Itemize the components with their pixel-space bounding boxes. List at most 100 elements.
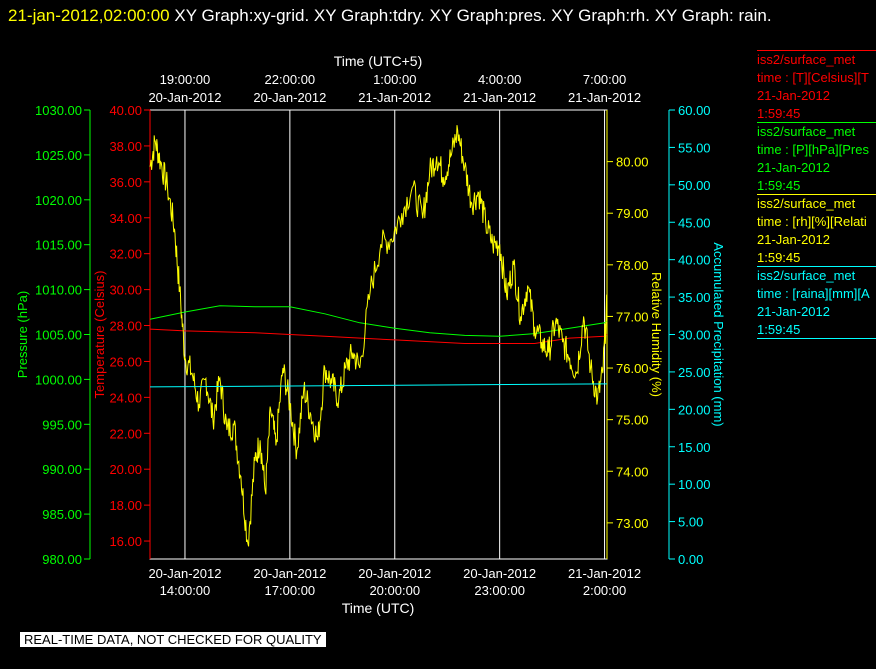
pressure-tick-label: 1015.00 [35,238,82,253]
x-tick-label-time: 23:00:00 [474,583,525,598]
precipitation-tick-label: 25.00 [678,365,711,380]
legend-entry-humidity: iss2/surface_met time : [rh][%][Relati 2… [757,194,876,267]
x-tick-label-time: 20:00:00 [369,583,420,598]
legend-line2: time : [raina][mm][A [757,286,870,301]
title-timestamp: 21-jan-2012,02:00:00 [8,6,170,25]
precipitation-tick-label: 40.00 [678,253,711,268]
x-tick-label-date: 20-Jan-2012 [358,566,431,581]
temperature-tick-label: 30.00 [109,283,142,298]
pressure-tick-label: 980.00 [42,552,82,567]
legend-line1: iss2/surface_met [757,50,876,69]
legend-line3: 21-Jan-2012 [757,304,830,319]
precipitation-tick-label: 50.00 [678,178,711,193]
humidity-tick-label: 80.00 [616,155,649,170]
pressure-tick-label: 1005.00 [35,328,82,343]
humidity-tick-label: 75.00 [616,413,649,428]
x-tick-label-date: 20-Jan-2012 [253,566,326,581]
top-tick-label-date: 21-Jan-2012 [463,90,536,105]
series-line-pressure [149,305,608,337]
temperature-tick-label: 18.00 [109,498,142,513]
top-tick-label-date: 20-Jan-2012 [148,90,221,105]
precipitation-tick-label: 35.00 [678,290,711,305]
precipitation-tick-label: 10.00 [678,477,711,492]
top-tick-label-date: 20-Jan-2012 [253,90,326,105]
pressure-tick-label: 985.00 [42,507,82,522]
legend-line4: 1:59:45 [757,106,801,121]
pressure-tick-label: 995.00 [42,417,82,432]
temperature-tick-label: 24.00 [109,390,142,405]
x-tick-label-date: 20-Jan-2012 [463,566,536,581]
pressure-axis-title: Pressure (hPa) [15,291,30,378]
humidity-tick-label: 76.00 [616,361,649,376]
legend-line3: 21-Jan-2012 [757,232,830,247]
x-tick-label-time: 14:00:00 [160,583,211,598]
top-tick-label-time: 19:00:00 [160,72,211,87]
precipitation-tick-label: 30.00 [678,328,711,343]
humidity-tick-label: 77.00 [616,309,649,324]
x-tick-label-time: 2:00:00 [583,583,626,598]
legend-line1: iss2/surface_met [757,194,876,213]
pressure-tick-label: 990.00 [42,462,82,477]
legend-line1: iss2/surface_met [757,266,876,285]
precipitation-tick-label: 60.00 [678,103,711,118]
humidity-tick-label: 78.00 [616,258,649,273]
legend-line2: time : [rh][%][Relati [757,214,867,229]
temperature-tick-label: 16.00 [109,534,142,549]
temperature-tick-label: 32.00 [109,247,142,262]
legend-entry-precipitation: iss2/surface_met time : [raina][mm][A 21… [757,266,876,339]
top-tick-label-time: 7:00:00 [583,72,626,87]
legend-line4: 1:59:45 [757,178,801,193]
precipitation-tick-label: 5.00 [678,515,703,530]
x-tick-label-date: 20-Jan-2012 [148,566,221,581]
top-tick-label-date: 21-Jan-2012 [568,90,641,105]
top-tick-label-date: 21-Jan-2012 [358,90,431,105]
humidity-tick-label: 74.00 [616,464,649,479]
humidity-tick-label: 79.00 [616,206,649,221]
pressure-tick-label: 1030.00 [35,103,82,118]
top-tick-label-time: 4:00:00 [478,72,521,87]
x-axis-title: Time (UTC) [342,600,415,616]
legend-line3: 21-Jan-2012 [757,88,830,103]
top-tick-label-time: 22:00:00 [265,72,316,87]
pressure-tick-label: 1025.00 [35,148,82,163]
legend-entry-temperature: iss2/surface_met time : [T][Celsius][T 2… [757,50,876,123]
precipitation-axis-title: Accumulated Precipitation (mm) [711,242,726,426]
series-line-humidity [149,125,608,547]
legend-line4: 1:59:45 [757,250,801,265]
temperature-tick-label: 34.00 [109,211,142,226]
temperature-tick-label: 38.00 [109,139,142,154]
humidity-axis-title: Relative Humidity (%) [649,272,664,397]
page-title: 21-jan-2012,02:00:00 XY Graph:xy-grid. X… [8,2,858,30]
legend-line4: 1:59:45 [757,322,801,337]
precipitation-tick-label: 55.00 [678,140,711,155]
title-graph-list: XY Graph:xy-grid. XY Graph:tdry. XY Grap… [174,6,772,25]
pressure-tick-label: 1010.00 [35,283,82,298]
series-line-precipitation [149,383,608,388]
top-tick-label-time: 1:00:00 [373,72,416,87]
quality-disclaimer: REAL-TIME DATA, NOT CHECKED FOR QUALITY [20,632,326,647]
temperature-axis-title: Temperature (Celsius) [92,271,107,399]
humidity-tick-label: 73.00 [616,516,649,531]
precipitation-tick-label: 15.00 [678,440,711,455]
temperature-tick-label: 28.00 [109,319,142,334]
x-tick-label-date: 21-Jan-2012 [568,566,641,581]
x-tick-label-time: 17:00:00 [265,583,316,598]
temperature-tick-label: 40.00 [109,103,142,118]
legend-divider [757,338,876,339]
legend-line2: time : [P][hPa][Pres [757,142,869,157]
precipitation-tick-label: 20.00 [678,402,711,417]
legend-line1: iss2/surface_met [757,122,876,141]
plot-frame [149,109,608,560]
temperature-tick-label: 20.00 [109,462,142,477]
legend-line3: 21-Jan-2012 [757,160,830,175]
temperature-tick-label: 26.00 [109,354,142,369]
legend-entry-pressure: iss2/surface_met time : [P][hPa][Pres 21… [757,122,876,195]
temperature-tick-label: 22.00 [109,426,142,441]
pressure-tick-label: 1000.00 [35,372,82,387]
top-axis-title: Time (UTC+5) [334,53,423,69]
legend-line2: time : [T][Celsius][T [757,70,869,85]
precipitation-tick-label: 0.00 [678,552,703,567]
temperature-tick-label: 36.00 [109,175,142,190]
pressure-tick-label: 1020.00 [35,193,82,208]
